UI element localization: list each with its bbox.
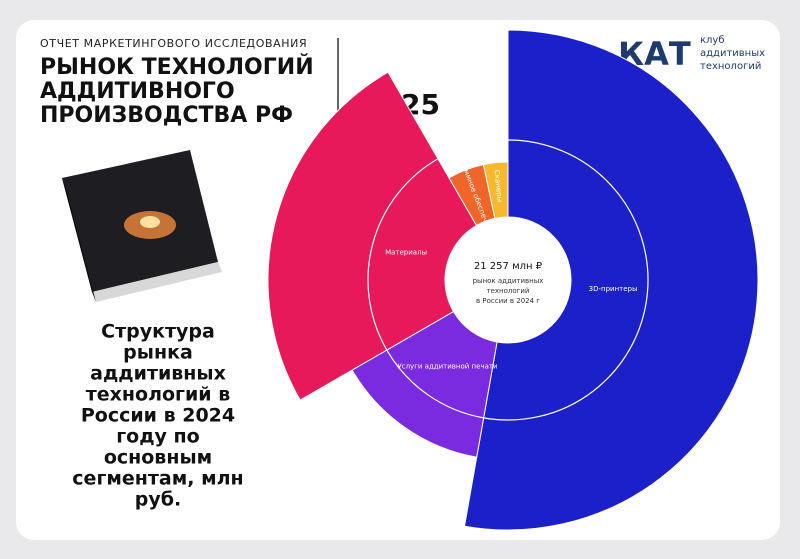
caption-line: основным bbox=[104, 447, 212, 469]
ring-divider bbox=[483, 139, 649, 421]
caption-line: году по bbox=[116, 426, 200, 448]
report-subtitle: ОТЧЕТ МАРКЕТИНГОВОГО ИССЛЕДОВАНИЯ bbox=[40, 37, 307, 50]
segment-label: Сканеры bbox=[492, 170, 503, 203]
center-label: технологий bbox=[487, 287, 530, 295]
book bbox=[62, 150, 222, 302]
sunburst: 3D-принтеры Услуги аддитивной печати Матер… bbox=[267, 29, 759, 531]
caption-line: аддитивных bbox=[90, 363, 226, 385]
center-label: рынок аддитивных bbox=[473, 277, 544, 285]
caption-line: Структура bbox=[101, 321, 215, 343]
title-line: АДДИТИВНОГО bbox=[40, 79, 235, 104]
segment-label: Материалы bbox=[385, 249, 427, 257]
segment-label: 3D-принтеры bbox=[589, 285, 638, 293]
ring-divider bbox=[386, 349, 484, 419]
center-label: в России в 2024 г bbox=[476, 297, 540, 305]
logo-tagline: технологий bbox=[700, 61, 761, 72]
caption-line: России в 2024 bbox=[81, 405, 235, 427]
caption-line: технологий в bbox=[86, 384, 231, 406]
ring-divider bbox=[367, 158, 439, 351]
caption-line: руб. bbox=[135, 489, 181, 511]
logo-tagline: аддитивных bbox=[700, 48, 765, 59]
caption-line: рынка bbox=[123, 342, 193, 364]
caption-line: сегментам, млн bbox=[72, 468, 243, 490]
logo-tagline: клуб bbox=[700, 35, 725, 46]
center-value: 21 257 млн ₽ bbox=[474, 261, 543, 272]
center-hole bbox=[445, 217, 571, 343]
title-line: ПРОИЗВОДСТВА РФ bbox=[40, 103, 293, 128]
title-line: РЫНОК ТЕХНОЛОГИЙ bbox=[40, 54, 314, 80]
segment-label: Услуги аддитивной печати bbox=[397, 362, 497, 370]
segment bbox=[351, 310, 498, 458]
